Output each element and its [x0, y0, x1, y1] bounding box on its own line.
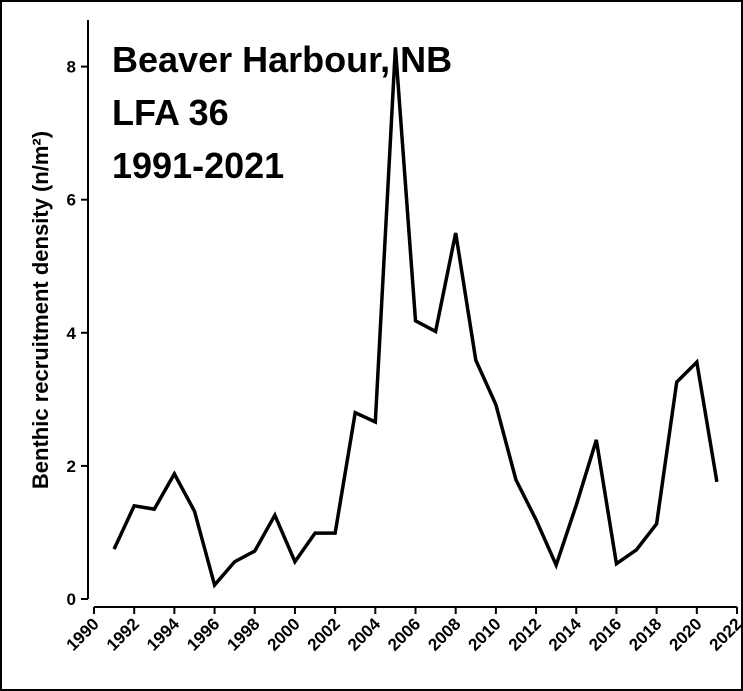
x-tick-label: 1992	[103, 614, 143, 654]
x-tick-label: 2004	[344, 614, 385, 655]
x-tick-label: 2006	[384, 614, 424, 654]
x-tick-label: 1994	[143, 614, 184, 655]
x-tick-label: 1996	[183, 614, 223, 654]
y-tick-label: 8	[67, 58, 76, 77]
data-line	[112, 47, 719, 589]
x-tick-label: 1998	[223, 614, 263, 654]
x-tick-label: 2018	[625, 614, 665, 654]
x-tick-label: 2008	[424, 614, 464, 654]
y-tick-label: 6	[67, 191, 76, 210]
x-tick-label: 1990	[63, 614, 103, 654]
x-tick-label: 2012	[505, 614, 545, 654]
x-tick-label: 2002	[304, 614, 344, 654]
x-tick-label: 2020	[665, 614, 705, 654]
chart-title: 1991-2021	[112, 145, 284, 186]
y-axis-label: Benthic recruitment density (n/m²)	[28, 131, 53, 489]
chart-title: LFA 36	[112, 92, 229, 133]
y-tick-label: 4	[67, 324, 77, 343]
x-tick-label: 2010	[465, 614, 505, 654]
x-tick-label: 2022	[706, 614, 743, 654]
x-tick-label: 2000	[264, 614, 304, 654]
y-tick-label: 2	[67, 457, 76, 476]
y-tick-label: 0	[67, 590, 76, 609]
x-tick-label: 2016	[585, 614, 625, 654]
chart-title: Beaver Harbour, NB	[112, 39, 452, 80]
x-tick-label: 2014	[545, 614, 586, 655]
